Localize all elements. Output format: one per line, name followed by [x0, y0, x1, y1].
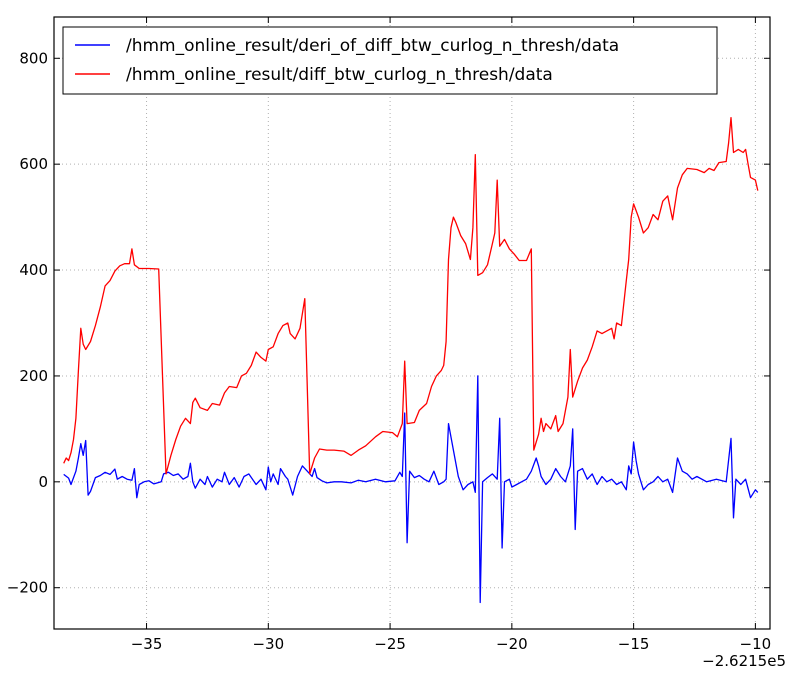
- legend: /hmm_online_result/deri_of_diff_btw_curl…: [62, 26, 718, 95]
- y-tick-label: 600: [19, 155, 48, 173]
- plot-frame: [53, 16, 771, 630]
- x-offset-label: −2.6215e5: [702, 652, 786, 670]
- x-tick-label: −15: [618, 635, 650, 653]
- x-tick-label: −35: [131, 635, 163, 653]
- legend-label-diff: /hmm_online_result/diff_btw_curlog_n_thr…: [126, 65, 553, 85]
- y-tick-label: 400: [19, 261, 48, 279]
- y-tick-label: −200: [7, 579, 48, 597]
- series-lines: [63, 116, 759, 604]
- x-tick-label: −25: [374, 635, 406, 653]
- y-tick-label: 200: [19, 367, 48, 385]
- y-tick-label: 800: [19, 49, 48, 67]
- legend-box: [62, 26, 718, 95]
- x-tick-label: −30: [252, 635, 284, 653]
- axis-ticks: −35 −30 −25 −20 −15 −10 −200 0 200 400 600 800: [7, 17, 771, 653]
- legend-label-deri: /hmm_online_result/deri_of_diff_btw_curl…: [126, 36, 619, 56]
- x-tick-label: −20: [496, 635, 528, 653]
- y-tick-label: 0: [38, 473, 48, 491]
- series-line-diff: [63, 116, 759, 475]
- series-line-deri: [63, 375, 759, 604]
- x-tick-label: −10: [740, 635, 772, 653]
